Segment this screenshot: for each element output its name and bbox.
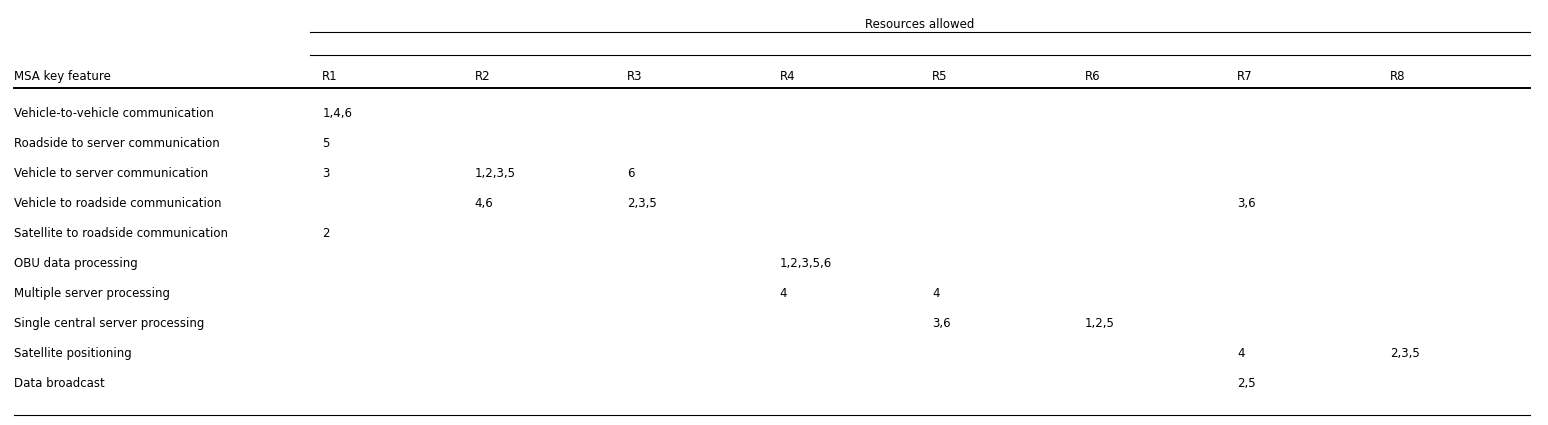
Text: 1,2,3,5,6: 1,2,3,5,6: [780, 257, 831, 270]
Text: Data broadcast: Data broadcast: [14, 377, 105, 390]
Text: Single central server processing: Single central server processing: [14, 317, 204, 330]
Text: Roadside to server communication: Roadside to server communication: [14, 137, 220, 150]
Text: Satellite to roadside communication: Satellite to roadside communication: [14, 227, 228, 240]
Text: 3,6: 3,6: [932, 317, 950, 330]
Text: MSA key feature: MSA key feature: [14, 70, 111, 83]
Text: R8: R8: [1390, 70, 1406, 83]
Text: 1,4,6: 1,4,6: [322, 107, 353, 120]
Text: 3: 3: [322, 167, 330, 180]
Text: Vehicle-to-vehicle communication: Vehicle-to-vehicle communication: [14, 107, 214, 120]
Text: 2,5: 2,5: [1237, 377, 1255, 390]
Text: 2,3,5: 2,3,5: [627, 197, 656, 210]
Text: 2,3,5: 2,3,5: [1390, 347, 1420, 360]
Text: Satellite positioning: Satellite positioning: [14, 347, 132, 360]
Text: R5: R5: [932, 70, 947, 83]
Text: 4: 4: [1237, 347, 1245, 360]
Text: 6: 6: [627, 167, 635, 180]
Text: R6: R6: [1085, 70, 1101, 83]
Text: 4,6: 4,6: [475, 197, 494, 210]
Text: Vehicle to server communication: Vehicle to server communication: [14, 167, 209, 180]
Text: 2: 2: [322, 227, 330, 240]
Text: R4: R4: [780, 70, 796, 83]
Text: R1: R1: [322, 70, 337, 83]
Text: Multiple server processing: Multiple server processing: [14, 287, 170, 300]
Text: OBU data processing: OBU data processing: [14, 257, 138, 270]
Text: 4: 4: [932, 287, 940, 300]
Text: 1,2,3,5: 1,2,3,5: [475, 167, 515, 180]
Text: 3,6: 3,6: [1237, 197, 1255, 210]
Text: 4: 4: [780, 287, 788, 300]
Text: R3: R3: [627, 70, 642, 83]
Text: 5: 5: [322, 137, 330, 150]
Text: Vehicle to roadside communication: Vehicle to roadside communication: [14, 197, 221, 210]
Text: Resources allowed: Resources allowed: [865, 18, 975, 31]
Text: 1,2,5: 1,2,5: [1085, 317, 1115, 330]
Text: R7: R7: [1237, 70, 1252, 83]
Text: R2: R2: [475, 70, 491, 83]
